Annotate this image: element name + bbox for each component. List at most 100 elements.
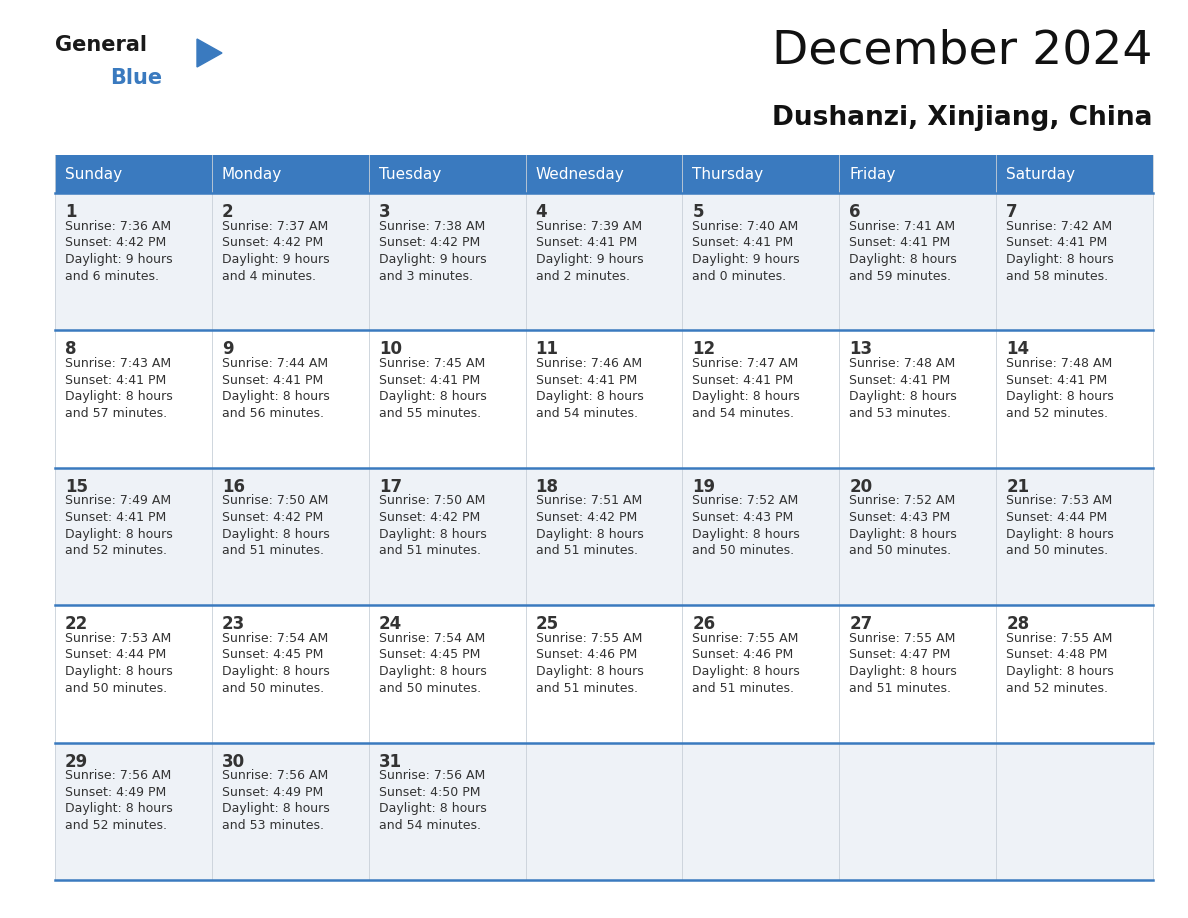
Text: Daylight: 8 hours: Daylight: 8 hours <box>693 390 801 403</box>
Text: Sunrise: 7:41 AM: Sunrise: 7:41 AM <box>849 219 955 232</box>
Text: and 50 minutes.: and 50 minutes. <box>65 682 168 695</box>
Bar <box>211 155 368 193</box>
Text: 4: 4 <box>536 203 548 221</box>
Text: Sunset: 4:46 PM: Sunset: 4:46 PM <box>693 648 794 662</box>
Bar <box>55 605 1154 743</box>
Text: and 50 minutes.: and 50 minutes. <box>222 682 324 695</box>
Text: and 55 minutes.: and 55 minutes. <box>379 407 481 420</box>
Text: 7: 7 <box>1006 203 1018 221</box>
Text: and 51 minutes.: and 51 minutes. <box>849 682 952 695</box>
Text: 27: 27 <box>849 615 872 633</box>
Text: and 54 minutes.: and 54 minutes. <box>379 819 481 832</box>
Text: 21: 21 <box>1006 477 1029 496</box>
Text: 11: 11 <box>536 341 558 358</box>
Text: Sunset: 4:44 PM: Sunset: 4:44 PM <box>1006 511 1107 524</box>
Text: Daylight: 8 hours: Daylight: 8 hours <box>536 528 644 541</box>
Text: and 54 minutes.: and 54 minutes. <box>693 407 795 420</box>
Text: Daylight: 8 hours: Daylight: 8 hours <box>379 665 486 678</box>
Text: Sunrise: 7:48 AM: Sunrise: 7:48 AM <box>1006 357 1112 370</box>
Text: Sunrise: 7:38 AM: Sunrise: 7:38 AM <box>379 219 485 232</box>
Bar <box>997 155 1154 193</box>
Bar <box>55 155 211 193</box>
Bar <box>525 155 682 193</box>
Text: Sunrise: 7:48 AM: Sunrise: 7:48 AM <box>849 357 955 370</box>
Text: Sunset: 4:42 PM: Sunset: 4:42 PM <box>379 511 480 524</box>
Text: and 51 minutes.: and 51 minutes. <box>693 682 795 695</box>
Text: 6: 6 <box>849 203 861 221</box>
Text: and 56 minutes.: and 56 minutes. <box>222 407 324 420</box>
Bar <box>55 743 1154 880</box>
Text: Sunrise: 7:56 AM: Sunrise: 7:56 AM <box>379 769 485 782</box>
Text: 26: 26 <box>693 615 715 633</box>
Text: Wednesday: Wednesday <box>536 166 625 182</box>
Text: and 59 minutes.: and 59 minutes. <box>849 270 952 283</box>
Bar <box>55 330 1154 468</box>
Text: Daylight: 8 hours: Daylight: 8 hours <box>536 665 644 678</box>
Text: 3: 3 <box>379 203 391 221</box>
Text: Sunset: 4:41 PM: Sunset: 4:41 PM <box>536 374 637 386</box>
Text: Sunset: 4:41 PM: Sunset: 4:41 PM <box>1006 374 1107 386</box>
Text: Friday: Friday <box>849 166 896 182</box>
Text: Sunset: 4:41 PM: Sunset: 4:41 PM <box>536 236 637 250</box>
Text: Sunrise: 7:44 AM: Sunrise: 7:44 AM <box>222 357 328 370</box>
Text: Sunrise: 7:43 AM: Sunrise: 7:43 AM <box>65 357 171 370</box>
Text: Daylight: 8 hours: Daylight: 8 hours <box>222 665 329 678</box>
Text: Sunset: 4:41 PM: Sunset: 4:41 PM <box>379 374 480 386</box>
Text: Daylight: 8 hours: Daylight: 8 hours <box>379 802 486 815</box>
Text: Sunset: 4:42 PM: Sunset: 4:42 PM <box>222 236 323 250</box>
Text: Daylight: 9 hours: Daylight: 9 hours <box>536 252 643 266</box>
Text: 24: 24 <box>379 615 402 633</box>
Text: Daylight: 8 hours: Daylight: 8 hours <box>379 390 486 403</box>
Text: Sunrise: 7:54 AM: Sunrise: 7:54 AM <box>222 632 328 644</box>
Text: Sunrise: 7:55 AM: Sunrise: 7:55 AM <box>693 632 798 644</box>
Text: Daylight: 8 hours: Daylight: 8 hours <box>849 252 958 266</box>
Text: Tuesday: Tuesday <box>379 166 441 182</box>
Text: and 50 minutes.: and 50 minutes. <box>849 544 952 557</box>
Text: Sunrise: 7:55 AM: Sunrise: 7:55 AM <box>849 632 955 644</box>
Text: Sunrise: 7:53 AM: Sunrise: 7:53 AM <box>1006 495 1112 508</box>
Text: Sunset: 4:41 PM: Sunset: 4:41 PM <box>65 374 166 386</box>
Text: and 52 minutes.: and 52 minutes. <box>1006 407 1108 420</box>
Text: 8: 8 <box>65 341 76 358</box>
Text: Sunrise: 7:56 AM: Sunrise: 7:56 AM <box>65 769 171 782</box>
Text: Sunrise: 7:47 AM: Sunrise: 7:47 AM <box>693 357 798 370</box>
Text: Daylight: 8 hours: Daylight: 8 hours <box>1006 528 1114 541</box>
Text: Sunset: 4:49 PM: Sunset: 4:49 PM <box>222 786 323 799</box>
Text: Daylight: 8 hours: Daylight: 8 hours <box>65 665 172 678</box>
Text: 12: 12 <box>693 341 715 358</box>
Bar <box>55 193 1154 330</box>
Text: 15: 15 <box>65 477 88 496</box>
Bar <box>682 155 839 193</box>
Text: and 51 minutes.: and 51 minutes. <box>379 544 481 557</box>
Text: and 51 minutes.: and 51 minutes. <box>536 682 638 695</box>
Text: and 58 minutes.: and 58 minutes. <box>1006 270 1108 283</box>
Text: Sunset: 4:41 PM: Sunset: 4:41 PM <box>693 374 794 386</box>
Text: and 53 minutes.: and 53 minutes. <box>849 407 952 420</box>
Text: Daylight: 8 hours: Daylight: 8 hours <box>379 528 486 541</box>
Text: Sunset: 4:42 PM: Sunset: 4:42 PM <box>222 511 323 524</box>
Text: and 57 minutes.: and 57 minutes. <box>65 407 168 420</box>
Text: and 54 minutes.: and 54 minutes. <box>536 407 638 420</box>
Text: Sunset: 4:45 PM: Sunset: 4:45 PM <box>379 648 480 662</box>
Text: Sunday: Sunday <box>65 166 122 182</box>
Text: Sunset: 4:42 PM: Sunset: 4:42 PM <box>536 511 637 524</box>
Text: Sunrise: 7:39 AM: Sunrise: 7:39 AM <box>536 219 642 232</box>
Text: Sunrise: 7:40 AM: Sunrise: 7:40 AM <box>693 219 798 232</box>
Text: Daylight: 9 hours: Daylight: 9 hours <box>379 252 486 266</box>
Text: Sunrise: 7:52 AM: Sunrise: 7:52 AM <box>693 495 798 508</box>
Text: Daylight: 9 hours: Daylight: 9 hours <box>65 252 172 266</box>
Bar <box>55 468 1154 605</box>
Text: Daylight: 8 hours: Daylight: 8 hours <box>65 802 172 815</box>
Text: and 2 minutes.: and 2 minutes. <box>536 270 630 283</box>
Text: 22: 22 <box>65 615 88 633</box>
Text: and 52 minutes.: and 52 minutes. <box>1006 682 1108 695</box>
Text: Daylight: 8 hours: Daylight: 8 hours <box>536 390 644 403</box>
Text: General: General <box>55 35 147 55</box>
Text: Sunset: 4:46 PM: Sunset: 4:46 PM <box>536 648 637 662</box>
Text: 29: 29 <box>65 753 88 770</box>
Text: Blue: Blue <box>110 68 162 88</box>
Text: Sunset: 4:41 PM: Sunset: 4:41 PM <box>1006 236 1107 250</box>
Text: and 52 minutes.: and 52 minutes. <box>65 819 168 832</box>
Text: and 3 minutes.: and 3 minutes. <box>379 270 473 283</box>
Text: Daylight: 8 hours: Daylight: 8 hours <box>222 528 329 541</box>
